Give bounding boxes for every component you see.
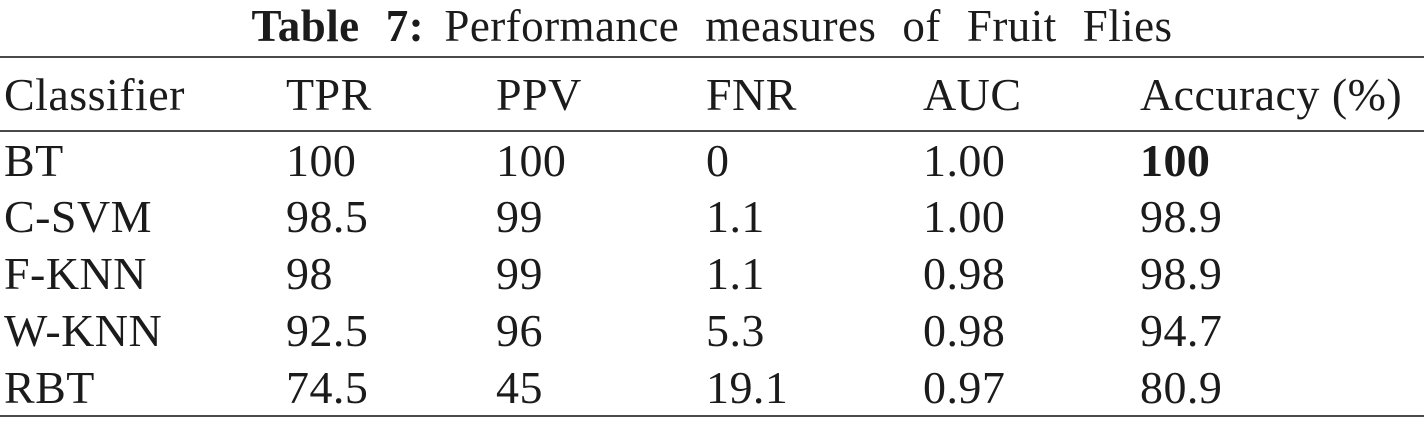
cell-auc: 1.00 bbox=[923, 134, 1006, 186]
cell-tpr: 92.5 bbox=[286, 305, 369, 356]
cell-ppv: 45 bbox=[496, 361, 543, 413]
cell-fnr: 5.3 bbox=[706, 305, 765, 356]
cell-tpr: 74.5 bbox=[286, 361, 369, 413]
cell-tpr: 98 bbox=[286, 248, 333, 299]
table-body: BT 100 100 0 1.00 100 C-SVM 98.5 99 1.1 … bbox=[0, 131, 1424, 416]
cell-auc: 1.00 bbox=[923, 191, 1006, 242]
column-header-auc: AUC bbox=[923, 57, 1140, 132]
cell-fnr: 19.1 bbox=[706, 361, 789, 413]
cell-fnr: 1.1 bbox=[706, 191, 765, 242]
cell-ppv: 99 bbox=[496, 191, 543, 242]
cell-ppv: 100 bbox=[496, 134, 567, 186]
cell-accuracy: 80.9 bbox=[1140, 361, 1223, 413]
cell-ppv: 96 bbox=[496, 305, 543, 356]
cell-classifier: W-KNN bbox=[4, 305, 163, 356]
column-header-ppv: PPV bbox=[496, 57, 706, 132]
cell-fnr: 0 bbox=[706, 134, 730, 186]
performance-table: Classifier TPR PPV FNR AUC Accuracy (%) … bbox=[0, 56, 1424, 417]
table-caption: Table 7: Performance measures of Fruit Fl… bbox=[0, 0, 1424, 56]
header-row: Classifier TPR PPV FNR AUC Accuracy (%) bbox=[0, 57, 1424, 132]
table-row: RBT 74.5 45 19.1 0.97 80.9 bbox=[0, 359, 1424, 416]
table-row: W-KNN 92.5 96 5.3 0.98 94.7 bbox=[0, 302, 1424, 359]
column-header-tpr: TPR bbox=[286, 57, 496, 132]
cell-tpr: 100 bbox=[286, 134, 357, 186]
table-row: C-SVM 98.5 99 1.1 1.00 98.9 bbox=[0, 188, 1424, 245]
table-caption-label: Table 7: bbox=[251, 1, 425, 51]
cell-auc: 0.98 bbox=[923, 248, 1006, 299]
table-header: Classifier TPR PPV FNR AUC Accuracy (%) bbox=[0, 57, 1424, 132]
cell-accuracy: 100 bbox=[1140, 134, 1211, 186]
cell-auc: 0.97 bbox=[923, 361, 1006, 413]
cell-classifier: F-KNN bbox=[4, 248, 147, 299]
cell-accuracy: 98.9 bbox=[1140, 191, 1223, 242]
table-row: F-KNN 98 99 1.1 0.98 98.9 bbox=[0, 245, 1424, 302]
column-header-classifier: Classifier bbox=[0, 57, 286, 132]
cell-accuracy: 94.7 bbox=[1140, 305, 1223, 356]
cell-auc: 0.98 bbox=[923, 305, 1006, 356]
cell-classifier: C-SVM bbox=[4, 191, 153, 242]
column-header-fnr: FNR bbox=[706, 57, 923, 132]
table-caption-text: Performance measures of Fruit Flies bbox=[444, 1, 1173, 51]
cell-ppv: 99 bbox=[496, 248, 543, 299]
cell-classifier: BT bbox=[4, 134, 64, 186]
table-row: BT 100 100 0 1.00 100 bbox=[0, 131, 1424, 188]
cell-fnr: 1.1 bbox=[706, 248, 765, 299]
cell-tpr: 98.5 bbox=[286, 191, 369, 242]
column-header-accuracy: Accuracy (%) bbox=[1140, 57, 1424, 132]
cell-accuracy: 98.9 bbox=[1140, 248, 1223, 299]
cell-classifier: RBT bbox=[4, 361, 95, 413]
